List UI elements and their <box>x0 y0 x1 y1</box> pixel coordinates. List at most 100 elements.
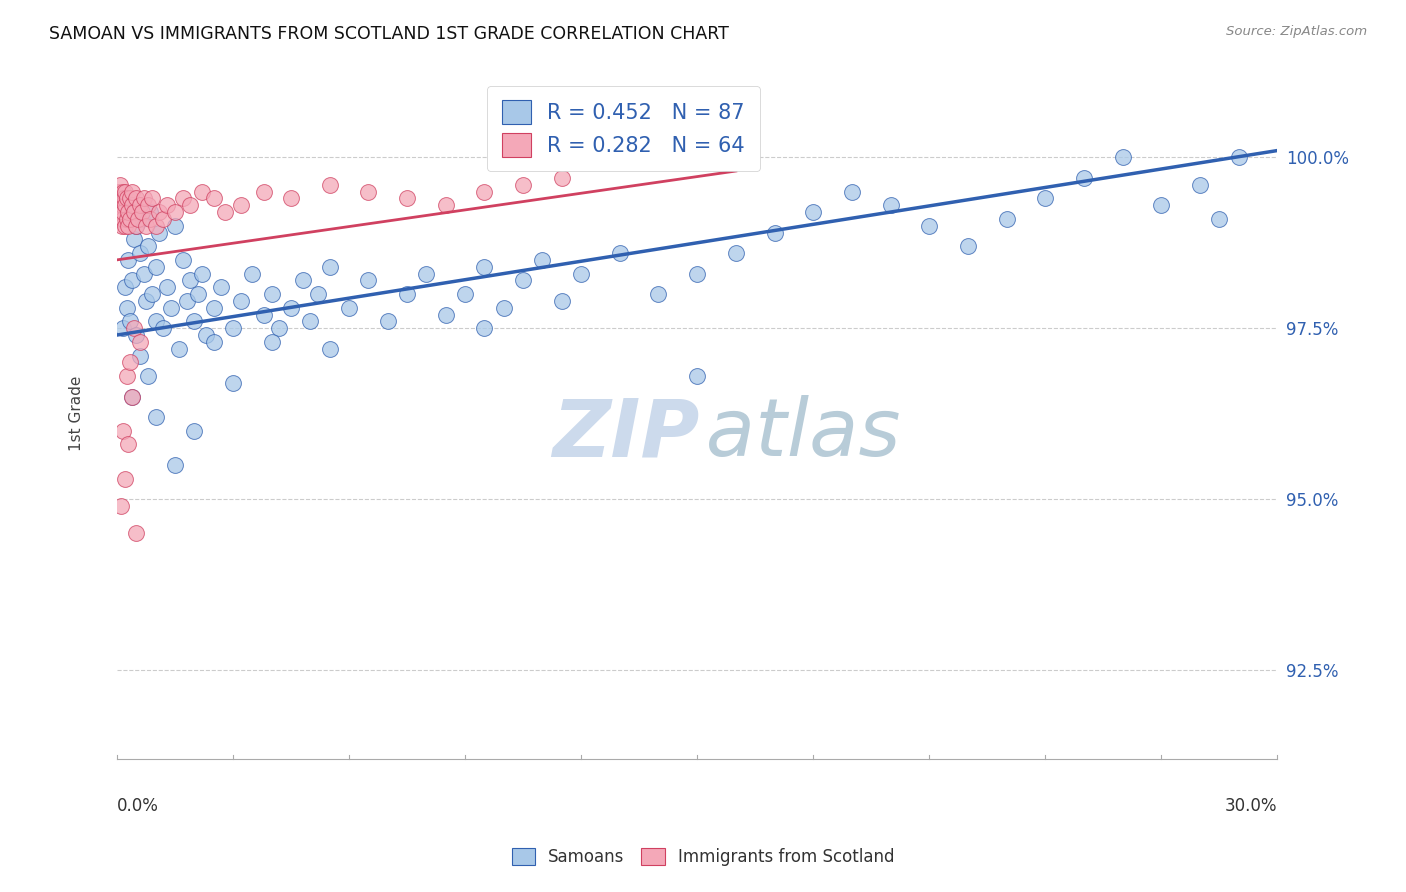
Point <box>160 301 183 315</box>
Point <box>129 349 152 363</box>
Point <box>117 205 139 219</box>
Point <box>114 219 136 233</box>
Point <box>434 308 457 322</box>
Point <box>148 205 170 219</box>
Point <box>318 260 340 274</box>
Point <box>129 246 152 260</box>
Text: Source: ZipAtlas.com: Source: ZipAtlas.com <box>1226 25 1367 38</box>
Point <box>512 273 534 287</box>
Point <box>434 198 457 212</box>
Point <box>152 211 174 226</box>
Point <box>124 232 146 246</box>
Point <box>551 293 574 308</box>
Point <box>686 369 709 384</box>
Point <box>152 321 174 335</box>
Point <box>172 252 194 267</box>
Point <box>191 185 214 199</box>
Point <box>260 287 283 301</box>
Text: 1st Grade: 1st Grade <box>69 376 84 451</box>
Point <box>724 246 747 260</box>
Point <box>125 328 148 343</box>
Point <box>307 287 329 301</box>
Point <box>110 191 132 205</box>
Point <box>956 239 979 253</box>
Point <box>125 219 148 233</box>
Point <box>280 301 302 315</box>
Point <box>377 314 399 328</box>
Point <box>801 205 824 219</box>
Point <box>179 273 201 287</box>
Point <box>115 191 138 205</box>
Point <box>202 191 225 205</box>
Point <box>191 267 214 281</box>
Point <box>110 499 132 513</box>
Point <box>686 267 709 281</box>
Point <box>269 321 291 335</box>
Point <box>763 226 786 240</box>
Point <box>121 198 143 212</box>
Point <box>318 342 340 356</box>
Point <box>291 273 314 287</box>
Point <box>253 185 276 199</box>
Point <box>280 191 302 205</box>
Point <box>179 198 201 212</box>
Point <box>163 458 186 472</box>
Point <box>569 267 592 281</box>
Point <box>395 191 418 205</box>
Text: SAMOAN VS IMMIGRANTS FROM SCOTLAND 1ST GRADE CORRELATION CHART: SAMOAN VS IMMIGRANTS FROM SCOTLAND 1ST G… <box>49 25 730 43</box>
Point <box>202 301 225 315</box>
Point <box>163 219 186 233</box>
Point <box>114 280 136 294</box>
Text: atlas: atlas <box>553 395 901 474</box>
Point <box>1073 170 1095 185</box>
Point <box>145 314 167 328</box>
Point <box>120 314 142 328</box>
Point <box>121 273 143 287</box>
Point <box>183 424 205 438</box>
Point <box>136 239 159 253</box>
Point <box>120 191 142 205</box>
Point <box>111 424 134 438</box>
Point <box>120 355 142 369</box>
Point <box>194 328 217 343</box>
Point <box>156 198 179 212</box>
Point <box>222 321 245 335</box>
Point <box>167 342 190 356</box>
Point <box>145 410 167 425</box>
Point <box>115 211 138 226</box>
Point <box>112 205 135 219</box>
Point <box>136 198 159 212</box>
Point <box>609 246 631 260</box>
Point <box>132 267 155 281</box>
Point <box>229 198 252 212</box>
Point <box>111 198 134 212</box>
Point <box>454 287 477 301</box>
Point <box>108 178 131 192</box>
Point <box>135 219 157 233</box>
Point <box>202 334 225 349</box>
Point <box>253 308 276 322</box>
Point <box>240 267 263 281</box>
Point <box>141 191 163 205</box>
Point <box>209 280 232 294</box>
Point <box>531 252 554 267</box>
Point <box>474 321 496 335</box>
Point <box>127 211 149 226</box>
Point <box>187 287 209 301</box>
Point <box>125 526 148 541</box>
Point <box>114 198 136 212</box>
Point <box>172 191 194 205</box>
Point <box>111 321 134 335</box>
Point <box>879 198 901 212</box>
Point <box>318 178 340 192</box>
Point <box>121 185 143 199</box>
Point <box>357 273 380 287</box>
Point <box>395 287 418 301</box>
Point <box>337 301 360 315</box>
Point <box>415 267 437 281</box>
Point <box>145 260 167 274</box>
Point <box>129 334 152 349</box>
Legend: Samoans, Immigrants from Scotland: Samoans, Immigrants from Scotland <box>505 841 901 873</box>
Point <box>141 287 163 301</box>
Point <box>512 178 534 192</box>
